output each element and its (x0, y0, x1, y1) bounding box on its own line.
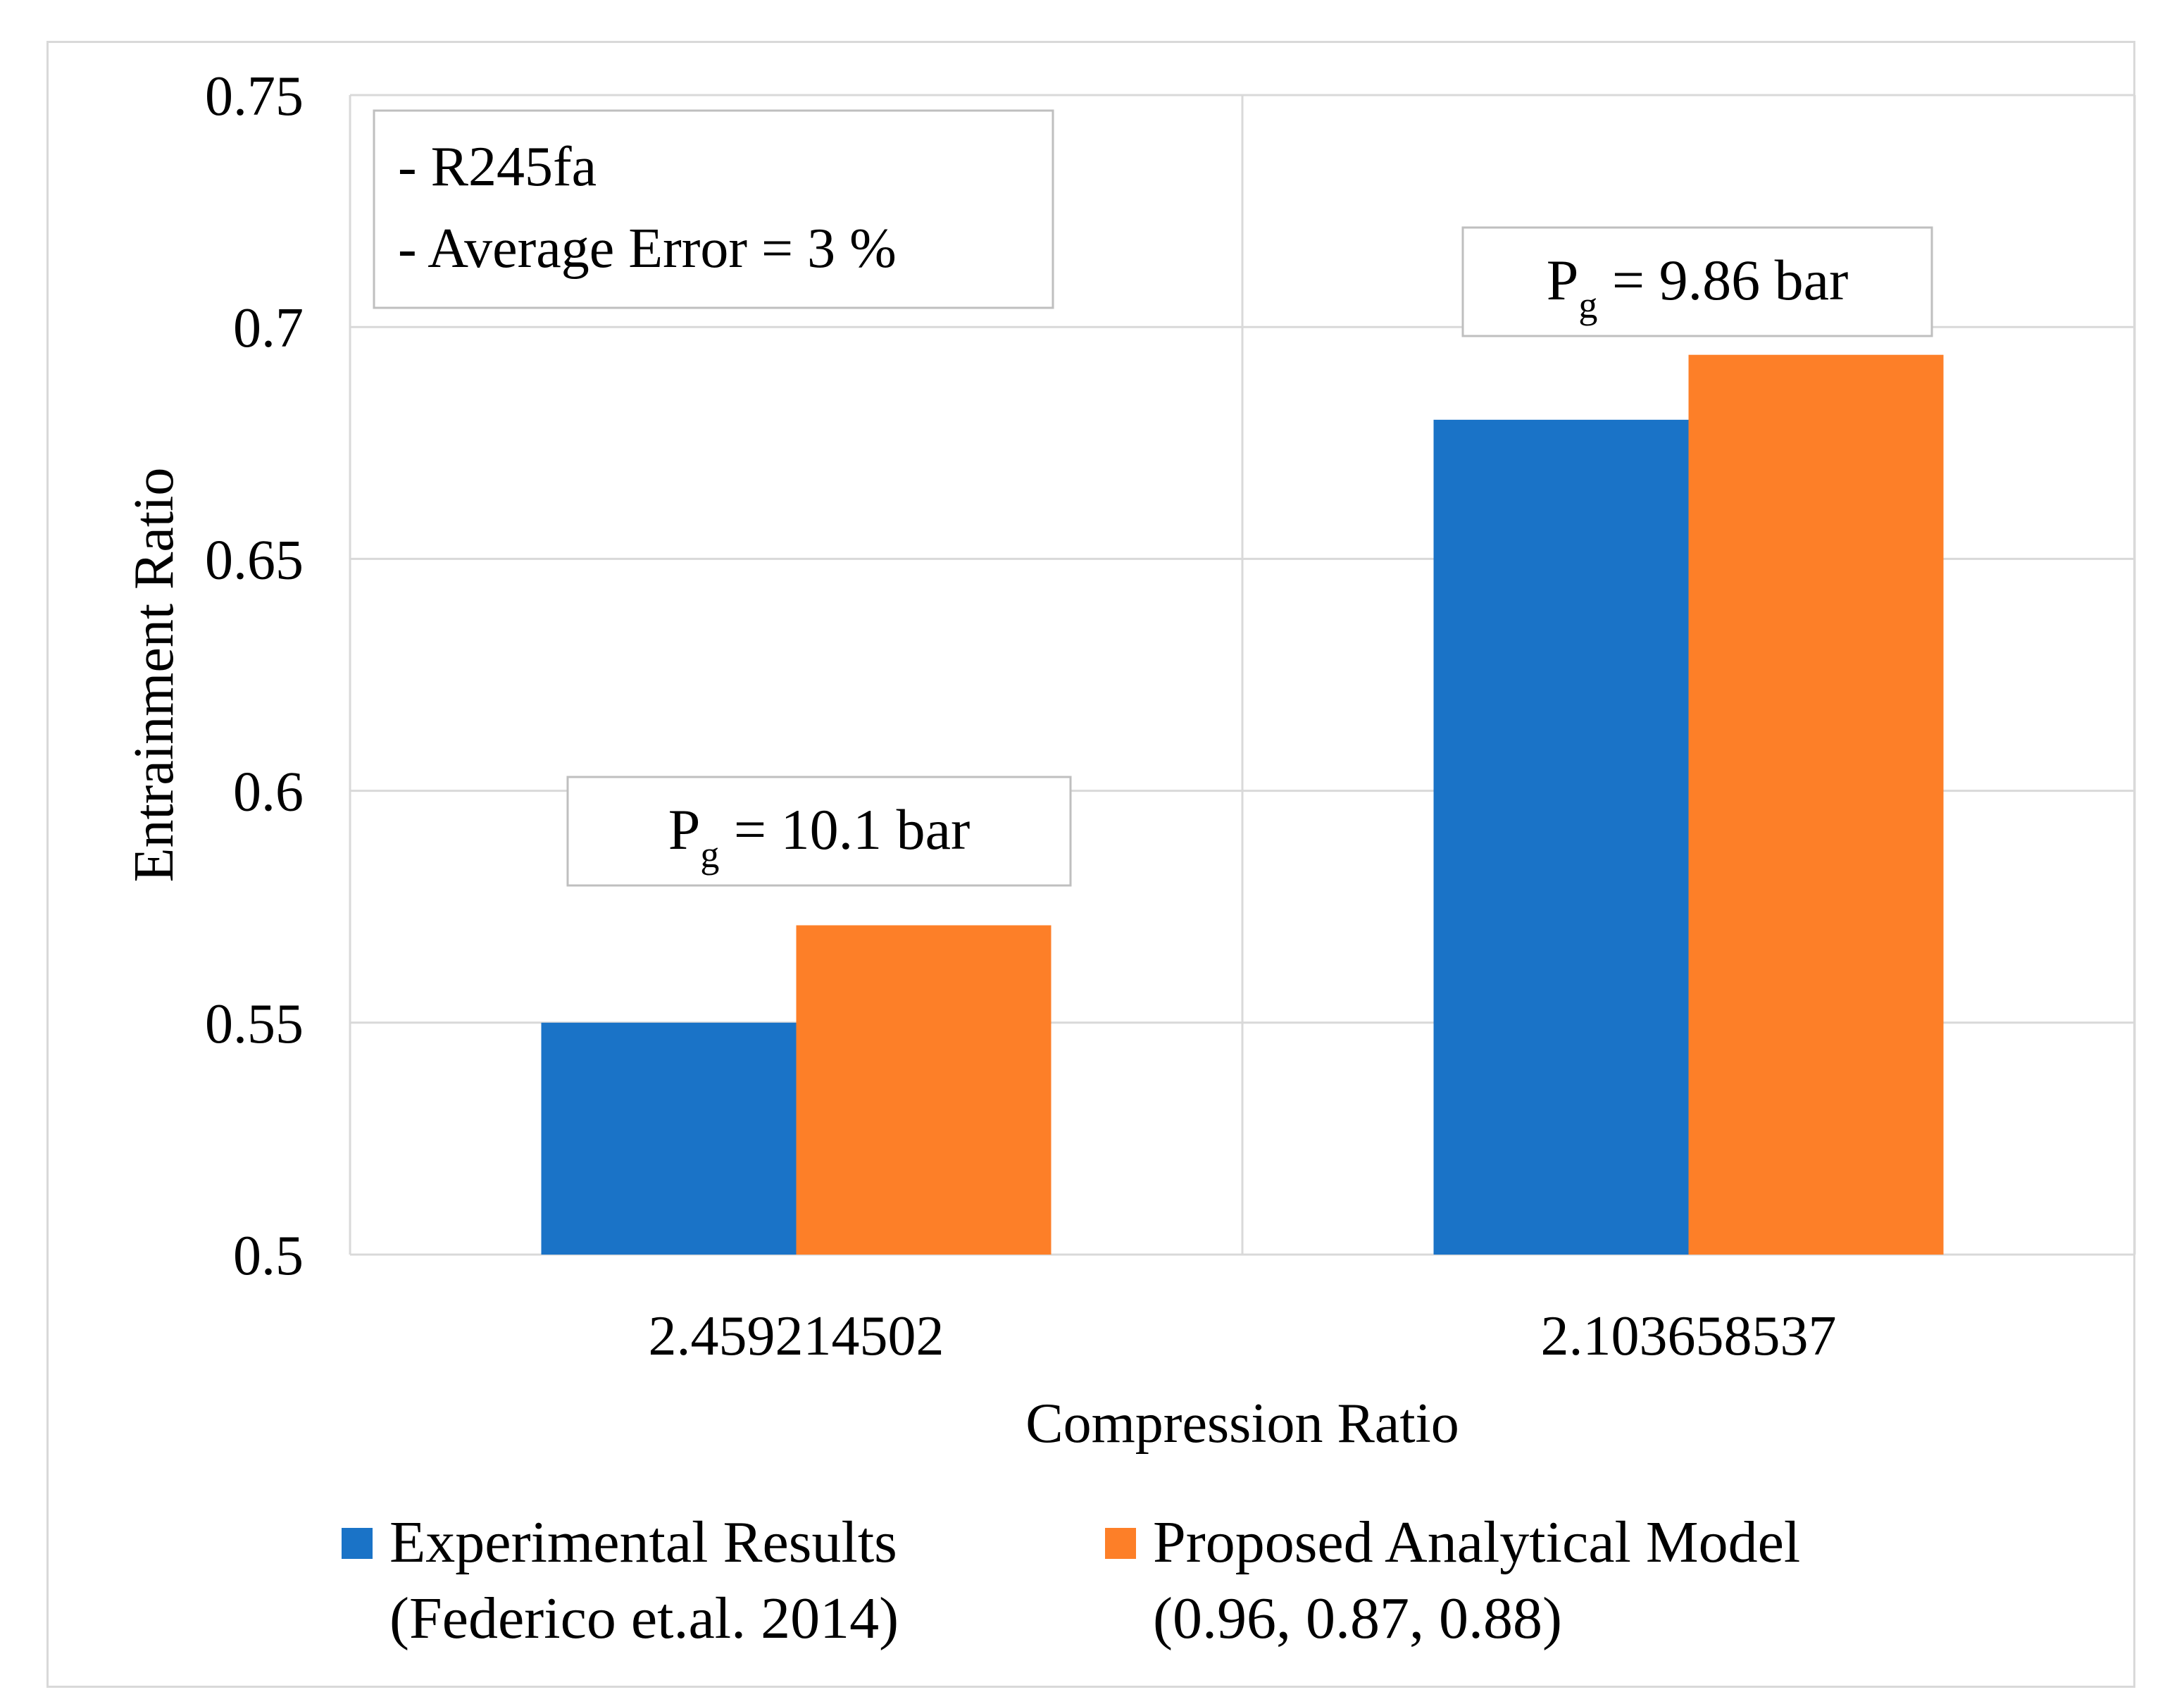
y-tick-label-0: 0.5 (233, 1225, 304, 1287)
note-line-average-error: - Average Error = 3 % (398, 218, 897, 280)
bar-series2-cat2 (1688, 354, 1944, 1255)
x-tick-label-1: 2.459214502 (649, 1305, 944, 1367)
y-tick-label-5: 0.75 (205, 66, 304, 128)
bars (541, 354, 1944, 1255)
bar-series1-cat1 (541, 1022, 797, 1255)
y-tick-label-2: 0.6 (233, 761, 304, 823)
x-axis-title: Compression Ratio (1025, 1393, 1459, 1455)
legend-swatch-1 (342, 1528, 373, 1559)
y-tick-label-1: 0.55 (205, 993, 304, 1055)
x-axis-tick-labels: 2.459214502 2.103658537 (649, 1305, 1837, 1367)
legend-entry-1: Experimental Results (Federico et.al. 201… (342, 1510, 899, 1651)
pressure-annotation-2: Pg = 9.86 bar (1461, 226, 1933, 337)
x-tick-label-2: 2.103658537 (1541, 1305, 1837, 1367)
legend: Experimental Results (Federico et.al. 201… (342, 1510, 1800, 1651)
pressure-annotation-border (1461, 226, 1933, 337)
pressure-annotation-border (566, 776, 1072, 887)
pressure-annotation-text: Pg = 10.1 bar (668, 797, 971, 876)
y-tick-label-4: 0.7 (233, 297, 304, 359)
legend-label-line1: Proposed Analytical Model (1153, 1510, 1800, 1575)
chart-frame: 0.5 0.55 0.6 0.65 0.7 0.75 2.459214502 2.10365… (46, 41, 2136, 1688)
legend-label-line2: (Federico et.al. 2014) (389, 1586, 899, 1651)
legend-label-line2: (0.96, 0.87, 0.88) (1153, 1586, 1562, 1651)
legend-label-line1: Experimental Results (389, 1510, 897, 1575)
y-axis-title: Entrainment Ratio (123, 468, 185, 883)
y-axis-tick-labels: 0.5 0.55 0.6 0.65 0.7 0.75 (205, 66, 304, 1287)
legend-swatch-2 (1105, 1528, 1136, 1559)
y-tick-label-3: 0.65 (205, 529, 304, 591)
note-line-refrigerant: - R245fa (398, 136, 597, 198)
bar-series1-cat2 (1433, 419, 1689, 1255)
note-box-border (373, 109, 1054, 309)
legend-entry-2: Proposed Analytical Model (0.96, 0.87, 0.… (1105, 1510, 1800, 1651)
pressure-annotation-1: Pg = 10.1 bar (566, 776, 1072, 887)
pressure-annotations: Pg = 10.1 bar Pg = 9.86 bar (566, 226, 1933, 887)
note-box: - R245fa - Average Error = 3 % (373, 109, 1054, 309)
bar-series2-cat1 (796, 925, 1052, 1255)
bar-chart: 0.5 0.55 0.6 0.65 0.7 0.75 2.459214502 2.10365… (123, 66, 2136, 1651)
pressure-annotation-text: Pg = 9.86 bar (1547, 248, 1849, 326)
